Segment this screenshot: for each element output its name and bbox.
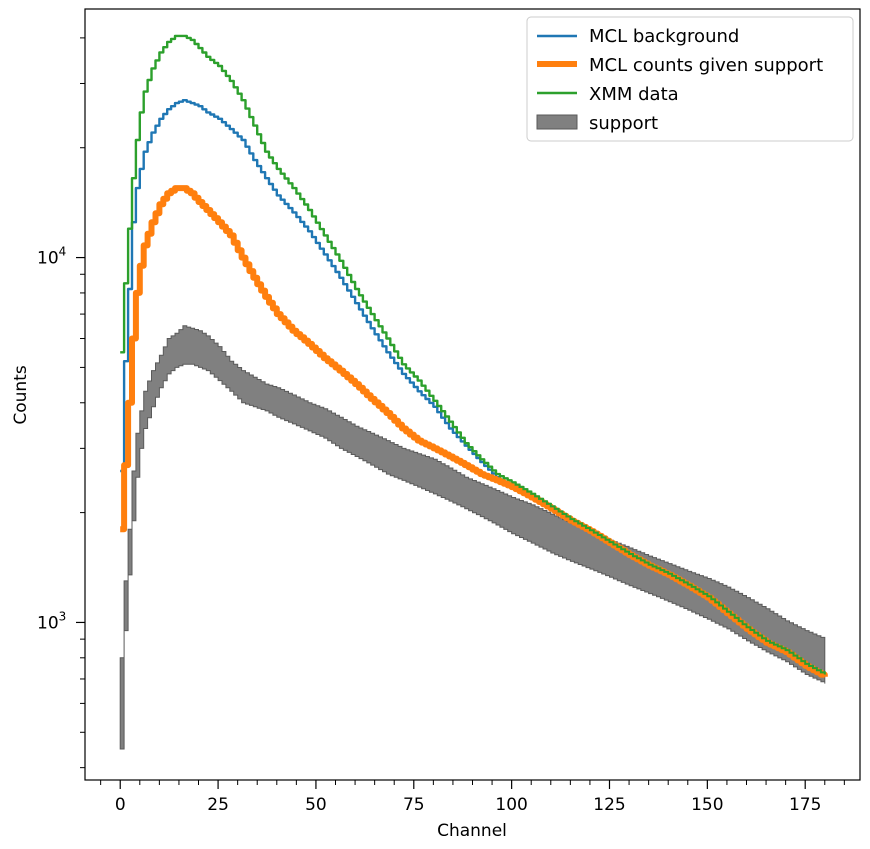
x-tick-label: 25 [207, 795, 229, 815]
x-tick-label: 0 [115, 795, 126, 815]
legend-label-mcl-background: MCL background [589, 26, 739, 47]
y-tick-label: 103 [37, 609, 66, 633]
series-line-xmm-data-overlay [511, 481, 826, 675]
legend-box [526, 16, 854, 142]
x-tick-label: 150 [691, 795, 723, 815]
series-line-mcl-counts [120, 185, 828, 678]
x-tick-label: 75 [403, 795, 425, 815]
x-tick-label: 100 [495, 795, 527, 815]
x-tick-label: 50 [305, 795, 327, 815]
support-band [119, 325, 826, 750]
legend-label-mcl-counts: MCL counts given support [589, 55, 823, 76]
y-axis: 103 104 [37, 37, 85, 769]
x-tick-label: 125 [593, 795, 625, 815]
x-tick-label: 175 [789, 795, 821, 815]
y-tick-label: 104 [37, 245, 66, 269]
series-line-mcl-background [120, 99, 513, 488]
y-axis-label: Counts [11, 365, 31, 424]
x-axis: 0 25 50 75 100 125 150 175 [100, 780, 845, 815]
legend: MCL background MCL counts given support … [526, 16, 854, 142]
legend-label-xmm-data: XMM data [589, 84, 679, 105]
x-axis-label: Channel [437, 821, 507, 841]
legend-label-support: support [589, 113, 658, 134]
legend-swatch-support [536, 114, 578, 130]
series-lines-layer [120, 34, 828, 678]
support-band-layer [119, 325, 826, 750]
